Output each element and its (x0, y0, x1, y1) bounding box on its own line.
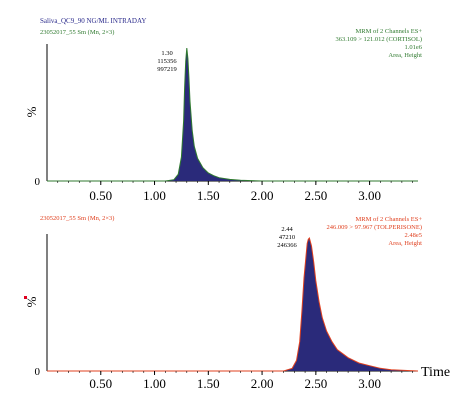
panel2-x-tick-label: 3.00 (358, 376, 381, 391)
panel2-peak-area (47, 238, 418, 371)
panel2-marker-icon (24, 296, 27, 299)
panel2-channel-info: MRM of 2 Channels ES+ 246.009 > 97.967 (… (262, 216, 422, 248)
panel1-channel-line: Area, Height (388, 52, 422, 59)
panel1-channel-info: MRM of 2 Channels ES+ 363.109 > 121.012 … (262, 28, 422, 60)
panel2-y-label: % (24, 296, 39, 307)
panel1-channel-line: 363.109 > 121.012 (CORTISOL) (335, 36, 422, 43)
panel2-x-tick-label: 1.00 (143, 376, 166, 391)
panel1-plot: 0.50 1.00 1.50 2.00 2.50 3.00 (47, 47, 418, 203)
panel2-channel-line: MRM of 2 Channels ES+ (355, 216, 422, 223)
panel2-x-label: Time (421, 365, 450, 380)
panel1-channel-line: 1.01e6 (404, 44, 422, 51)
peak-label: 115356 (157, 58, 177, 65)
panel1-trace-line (47, 47, 418, 182)
panel1-x-tick-label: 1.50 (197, 188, 220, 203)
peak-label: 2.44 (281, 226, 293, 233)
panel1-x-tick-label: 3.00 (358, 188, 381, 203)
panel2-y-zero: 0 (35, 366, 41, 378)
peak-label: 1.30 (161, 50, 173, 57)
panel2-x-tick-label: 2.00 (251, 376, 274, 391)
panel2-channel-line: Area, Height (388, 240, 422, 247)
panel1-x-tick-label: 2.50 (304, 188, 327, 203)
panel2-x-tick-label: 1.50 (197, 376, 220, 391)
panel2-channel-line: 2.48e5 (404, 232, 422, 239)
peak-label: 47210 (278, 234, 296, 241)
panel1-x-tick-label: 0.50 (89, 188, 112, 203)
panel1-sample-id: 23052017_55 Sm (Mn, 2×3) (40, 29, 115, 36)
panel2-x-tick-label: 2.50 (304, 376, 327, 391)
panel2-trace-line (47, 236, 419, 372)
panel2-x-tick-label: 0.50 (89, 376, 112, 391)
panel2-channel-line: 246.009 > 97.967 (TOLPERISONE) (326, 224, 422, 231)
peak-label: 246366 (277, 242, 297, 249)
panel2-plot: 0.50 1.00 1.50 2.00 2.50 3.00 (47, 236, 419, 391)
panel1-x-tick-label: 2.00 (251, 188, 274, 203)
panel1-x-tick-label: 1.00 (143, 188, 166, 203)
panel2-peak-annotation: 2.44 47210 246366 (267, 226, 307, 250)
panel1-channel-line: MRM of 2 Channels ES+ (355, 28, 422, 35)
panel1-peak-area (47, 48, 418, 181)
peak-label: 997219 (157, 66, 177, 73)
panel1-y-zero: 0 (35, 176, 41, 188)
panel2-sample-id: 23052017_55 Sm (Mn, 2×3) (40, 215, 115, 222)
panel1-sample-title: Saliva_QC9_90 NG/ML INTRADAY (40, 17, 147, 25)
panel1-y-label: % (24, 106, 39, 117)
panel1-peak-annotation: 1.30 115356 997219 (147, 50, 187, 74)
